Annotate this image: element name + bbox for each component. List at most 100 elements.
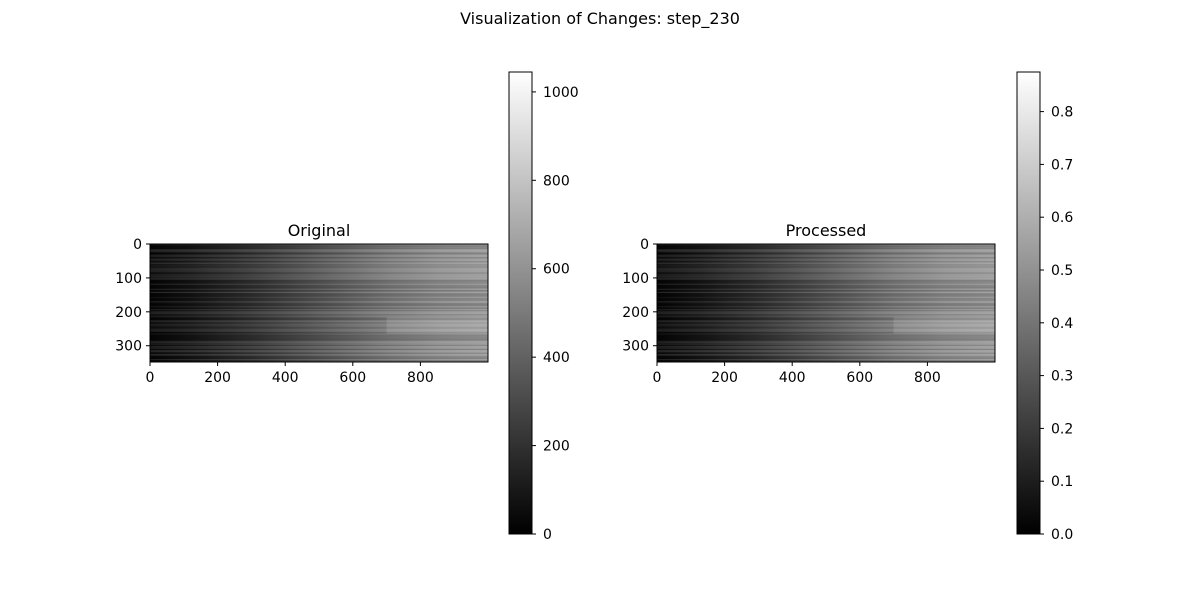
- heatmap-row-streak: [150, 331, 488, 333]
- heatmap-row-streak: [150, 347, 488, 349]
- colorbar-tick-label: 200: [543, 439, 570, 455]
- heatmap-row-streak: [150, 301, 488, 304]
- heatmap-row-streak: [657, 342, 995, 344]
- heatmap-row-streak: [150, 307, 488, 309]
- heatmap-row-streak: [657, 281, 995, 283]
- heatmap-row-streak: [657, 264, 995, 266]
- heatmap-row-streak: [657, 278, 995, 280]
- x-tick-label: 200: [711, 370, 738, 386]
- heatmap-row-streak: [150, 338, 488, 340]
- heatmap-row-streak: [150, 272, 488, 274]
- heatmap-row-streak: [150, 305, 488, 307]
- heatmap-row-streak: [150, 309, 488, 311]
- axes-frame: [656, 243, 996, 363]
- heatmap-row-streak: [150, 268, 488, 270]
- heatmap-row-streak: [150, 310, 488, 312]
- heatmap-row-streak: [150, 297, 488, 300]
- heatmap-row-streak: [150, 250, 488, 252]
- heatmap-row-streak: [657, 352, 995, 355]
- x-tick-label: 800: [407, 370, 434, 386]
- heatmap-row-streak: [657, 353, 995, 356]
- colorbar-tick-label: 0.5: [1051, 263, 1073, 279]
- heatmap-row-streak: [150, 332, 488, 334]
- heatmap-row-streak: [150, 276, 488, 278]
- heatmap-row-streak: [150, 357, 488, 360]
- heatmap-row-streak: [150, 286, 488, 288]
- heatmap-row-streak: [150, 342, 488, 344]
- heatmap-row-streak: [657, 273, 995, 275]
- heatmap-row-streak: [150, 266, 488, 268]
- heatmap-row-streak: [657, 314, 995, 316]
- heatmap-row-streak: [657, 292, 995, 295]
- heatmap-row-streak: [657, 259, 995, 261]
- heatmap-row-streak: [657, 280, 995, 282]
- x-tick-label: 0: [146, 370, 155, 386]
- heatmap-row-streak: [657, 310, 995, 312]
- heatmap-base: [150, 244, 488, 362]
- y-tick-label: 300: [115, 339, 142, 355]
- heatmap-row-streak: [150, 298, 488, 301]
- heatmap-row-streak: [657, 257, 995, 259]
- colorbar-tick-label: 400: [543, 350, 570, 366]
- heatmap-row-streak: [657, 284, 995, 286]
- heatmap-row-streak: [150, 313, 488, 315]
- x-axis: 0 200 400 600 800: [146, 362, 434, 386]
- heatmap-row-streak: [150, 261, 488, 263]
- heatmap-row-streak: [657, 260, 995, 262]
- heatmap-row-streak: [150, 259, 488, 261]
- heatmap-row-streak: [150, 322, 488, 324]
- heatmap-row-streak: [150, 304, 488, 306]
- figure-suptitle: Visualization of Changes: step_230: [460, 9, 740, 29]
- heatmap-row-streak: [657, 277, 995, 279]
- heatmap-row-streak: [150, 349, 488, 352]
- y-tick-label: 200: [115, 305, 142, 321]
- heatmap-row-streak: [150, 317, 488, 319]
- x-tick-label: 400: [272, 370, 299, 386]
- colorbar-gradient: [1016, 71, 1041, 535]
- heatmap-row-streak: [150, 253, 488, 255]
- heatmap-row-streak: [657, 287, 995, 289]
- heatmap-row-streak: [657, 286, 995, 288]
- heatmap-row-streak: [657, 355, 995, 358]
- heatmap-row-streak: [150, 264, 488, 266]
- heatmap-row-streak: [657, 265, 995, 267]
- heatmap-row-streak: [150, 339, 488, 341]
- heatmap-row-streak: [657, 258, 995, 260]
- colorbar-tick-label: 0.8: [1051, 105, 1073, 121]
- y-tick-label: 100: [115, 271, 142, 287]
- heatmap-row-streak: [657, 331, 995, 333]
- heatmap-image: [150, 244, 488, 363]
- heatmap-highlight: [893, 317, 995, 334]
- heatmap-row-streak: [657, 247, 995, 249]
- colorbar-gradient: [508, 71, 533, 535]
- heatmap-row-streak: [150, 251, 488, 253]
- y-tick-label: 200: [622, 305, 649, 321]
- heatmap-row-streak: [657, 313, 995, 315]
- heatmap-row-streak: [150, 337, 488, 339]
- heatmap-row-streak: [657, 317, 995, 319]
- x-tick-label: 600: [339, 370, 366, 386]
- heatmap-row-streak: [657, 348, 995, 350]
- heatmap-row-streak: [150, 314, 488, 316]
- heatmap-row-streak: [657, 268, 995, 270]
- heatmap-row-streak: [657, 338, 995, 340]
- heatmap-row-streak: [657, 312, 995, 314]
- heatmap-row-streak: [657, 300, 995, 303]
- heatmap-row-streak: [150, 257, 488, 259]
- heatmap-row-streak: [657, 285, 995, 287]
- heatmap-row-streak: [150, 316, 488, 318]
- heatmap-row-streak: [150, 326, 488, 328]
- heatmap-row-streak: [150, 281, 488, 283]
- heatmap-row-streak: [657, 251, 995, 253]
- panel-title: Original: [288, 221, 351, 240]
- heatmap-row-streak: [150, 282, 488, 284]
- heatmap-row-streak: [657, 334, 995, 336]
- heatmap-row-streak: [657, 256, 995, 258]
- heatmap-row-streak: [657, 330, 995, 332]
- heatmap-row-streak: [150, 318, 488, 320]
- heatmap-row-streak: [657, 325, 995, 327]
- heatmap-row-streak: [150, 247, 488, 249]
- heatmap-row-streak: [150, 328, 488, 330]
- heatmap-row-streak: [150, 296, 488, 299]
